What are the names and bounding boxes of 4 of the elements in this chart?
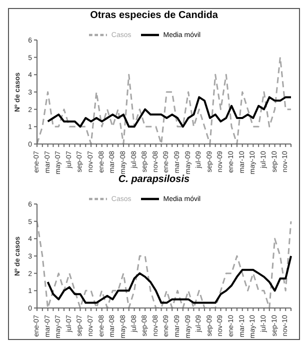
chart-title: Otras especies de Candida [89, 10, 219, 23]
line-series [46, 255, 292, 304]
line-series [46, 96, 292, 128]
chart-title: C. parapsilosis [117, 174, 191, 187]
